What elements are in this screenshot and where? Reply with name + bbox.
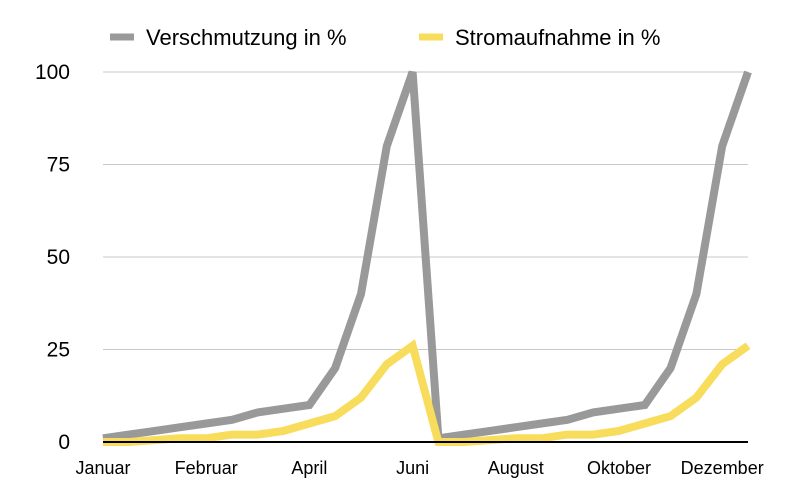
legend-label: Verschmutzung in % [146,25,347,50]
x-tick-label: Januar [75,458,130,478]
series-lines [102,70,752,446]
series-line-1 [103,339,751,446]
x-tick-label: Dezember [681,458,764,478]
y-tick-label: 100 [35,61,70,84]
x-tick-label: Juni [396,458,429,478]
legend-label: Stromaufnahme in % [455,25,660,50]
x-tick-label: August [488,458,544,478]
x-tick-label: Februar [175,458,238,478]
y-tick-label: 50 [47,246,70,269]
y-axis: 0 25 50 75 100 [35,61,70,454]
x-tick-label: Oktober [587,458,651,478]
y-tick-label: 25 [47,339,70,362]
y-tick-label: 75 [47,154,70,177]
y-tick-label: 0 [58,431,70,454]
x-tick-label: April [291,458,327,478]
x-axis: Januar Februar April Juni August Oktober Dezem… [75,441,764,478]
series-line-0 [102,70,752,443]
legend: Verschmutzung in % Stromaufnahme in % [110,25,660,50]
gridlines [103,71,748,350]
